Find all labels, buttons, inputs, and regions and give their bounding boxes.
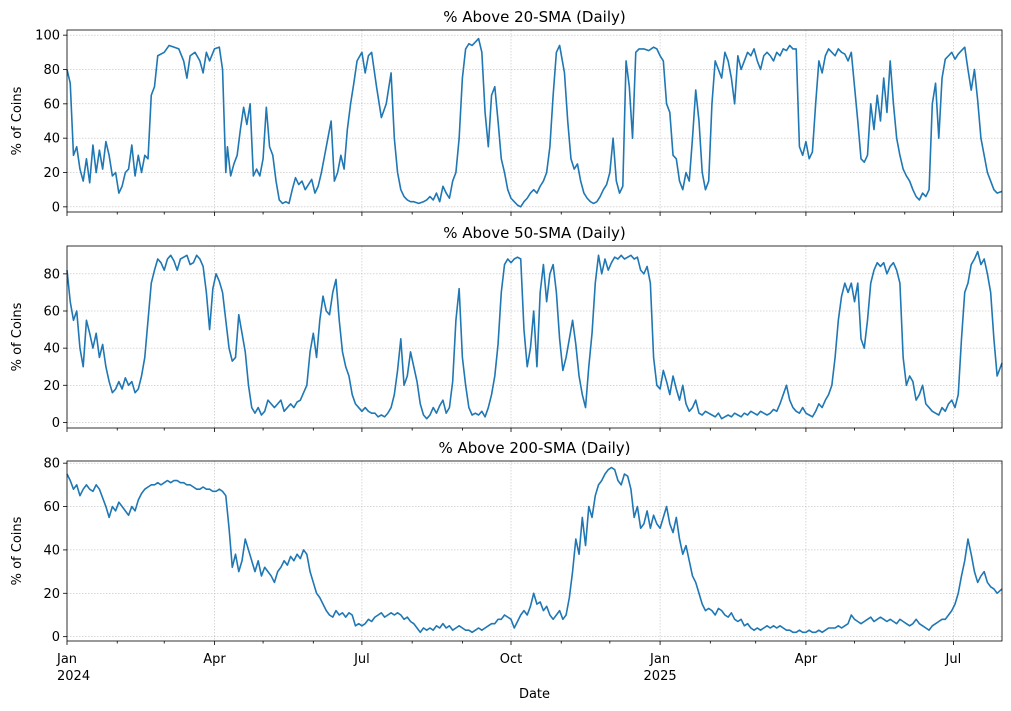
y-tick-label: 0	[52, 200, 60, 215]
chart-title: % Above 200-SMA (Daily)	[438, 439, 630, 457]
y-tick-label: 80	[43, 267, 60, 282]
chart-title: % Above 50-SMA (Daily)	[443, 224, 626, 242]
y-axis-label: % of Coins	[10, 86, 25, 155]
x-tick-year-label: 2025	[644, 669, 677, 684]
chart-panel-1: 0 20 40 60 80 100 % Above 20-SMA (Daily) % of C…	[10, 8, 1003, 216]
y-tick-label: 20	[43, 166, 60, 181]
y-tick-label: 100	[35, 29, 60, 44]
x-tick-label: Jul	[353, 652, 370, 667]
y-tick-label: 60	[43, 97, 60, 112]
x-tick-label: Jan	[56, 652, 77, 667]
y-tick-label: 80	[43, 457, 60, 472]
chart-panel-2: 0 20 40 60 80 % Above 50-SMA (Daily) % of Coin…	[10, 224, 1003, 432]
series-line	[66, 466, 1003, 634]
x-tick-year-label: 2024	[57, 669, 90, 684]
y-tick-label: 0	[52, 630, 60, 645]
plot-frame	[66, 460, 1003, 642]
y-tick-label: 0	[52, 416, 60, 431]
chart-panel-3: 0 20 40 60 80 % Above 200-SMA (Daily) % of Coi…	[10, 439, 1003, 702]
y-tick-label: 40	[43, 342, 60, 357]
x-tick-label: Jan	[649, 652, 670, 667]
y-tick-label: 60	[43, 305, 60, 320]
plot-frame	[66, 29, 1003, 213]
chart-title: % Above 20-SMA (Daily)	[443, 8, 626, 26]
x-tick-label: Apr	[203, 652, 226, 667]
plot-frame	[66, 245, 1003, 429]
y-tick-label: 20	[43, 379, 60, 394]
y-tick-label: 40	[43, 543, 60, 558]
x-axis-label: Date	[519, 687, 550, 702]
x-tick-label: Jul	[945, 652, 962, 667]
series-line	[66, 37, 1003, 208]
y-axis-label: % of Coins	[10, 302, 25, 371]
x-tick-label: Apr	[795, 652, 818, 667]
y-tick-label: 80	[43, 63, 60, 78]
y-axis-label: % of Coins	[10, 516, 25, 585]
y-tick-label: 40	[43, 132, 60, 147]
y-tick-label: 20	[43, 587, 60, 602]
x-tick-label: Oct	[500, 652, 522, 667]
series-line	[66, 250, 1003, 420]
y-tick-label: 60	[43, 500, 60, 515]
